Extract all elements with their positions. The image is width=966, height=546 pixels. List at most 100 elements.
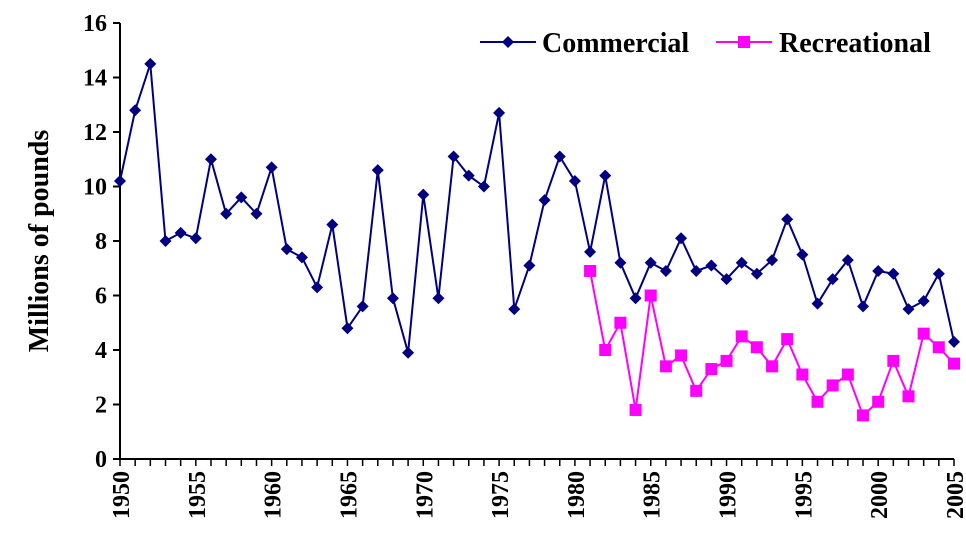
recreational-point — [857, 409, 870, 422]
commercial-point — [750, 267, 763, 280]
commercial-point — [872, 264, 885, 277]
recreational-point — [735, 330, 748, 343]
x-axis-ticks: 1950 1955 1960 1965 1970 1975 1980 1985 1990 1995… — [109, 459, 966, 519]
commercial-point — [508, 303, 521, 316]
commercial-point — [599, 169, 612, 182]
commercial-point — [796, 248, 809, 261]
commercial-point — [189, 232, 202, 245]
x-tick-label: 1960 — [261, 471, 287, 519]
recreational-point — [629, 403, 642, 416]
commercial-point — [781, 213, 794, 226]
commercial-point — [917, 294, 930, 307]
y-tick-label: 6 — [95, 284, 107, 310]
commercial-point — [235, 191, 248, 204]
x-tick-label: 1970 — [412, 471, 438, 519]
commercial-point — [902, 303, 915, 316]
commercial-point — [932, 267, 945, 280]
commercial-point — [386, 292, 399, 305]
commercial-point — [659, 264, 672, 277]
commercial-point — [417, 188, 430, 201]
recreational-point — [766, 360, 779, 373]
x-tick-label: 1955 — [185, 471, 211, 519]
commercial-point — [735, 256, 748, 269]
y-tick-label: 10 — [83, 175, 107, 201]
series-layer — [114, 57, 960, 422]
recreational-point — [948, 357, 960, 370]
commercial-point — [948, 335, 960, 348]
y-tick-label: 2 — [95, 393, 107, 419]
commercial-point — [720, 273, 733, 286]
commercial-point — [690, 264, 703, 277]
recreational-point — [811, 395, 824, 408]
commercial-point — [462, 169, 475, 182]
commercial-point — [675, 232, 688, 245]
legend-commercial-label: Commercial — [542, 28, 689, 59]
recreational-point — [841, 368, 854, 381]
commercial-point — [265, 161, 278, 174]
x-tick-label: 2005 — [943, 471, 966, 519]
x-tick-label: 2000 — [867, 471, 893, 519]
recreational-point — [705, 363, 718, 376]
commercial-point — [584, 245, 597, 258]
recreational-point — [826, 379, 839, 392]
y-tick-label: 8 — [95, 229, 107, 255]
commercial-point — [614, 256, 627, 269]
y-axis-ticks: 0 2 4 6 8 10 12 14 16 — [83, 11, 120, 473]
commercial-point — [447, 150, 460, 163]
commercial-point — [811, 297, 824, 310]
recreational-point — [781, 333, 794, 346]
commercial-point — [356, 300, 369, 313]
commercial-point — [341, 322, 354, 335]
recreational-point — [659, 360, 672, 373]
commercial-point — [220, 207, 233, 220]
commercial-point — [402, 346, 415, 359]
recreational-point — [872, 395, 885, 408]
legend-recreational-label: Recreational — [779, 28, 931, 59]
recreational-point — [720, 354, 733, 367]
legend-recreational-marker — [738, 36, 750, 48]
axes — [119, 23, 954, 460]
commercial-point — [204, 153, 217, 166]
y-axis-title: Millions of pounds — [24, 130, 55, 353]
commercial-point — [568, 175, 581, 188]
y-tick-label: 4 — [95, 338, 107, 364]
recreational-point — [614, 316, 627, 329]
commercial-point — [159, 235, 172, 247]
recreational-point — [675, 349, 688, 362]
commercial-point — [887, 267, 900, 280]
legend: Commercial Recreational — [480, 28, 931, 59]
y-tick-label: 14 — [83, 66, 107, 92]
recreational-point — [796, 368, 809, 381]
recreational-point — [917, 327, 930, 340]
commercial-point — [826, 273, 839, 286]
commercial-point — [295, 251, 308, 264]
x-tick-label: 1985 — [640, 471, 666, 519]
commercial-point — [114, 175, 126, 188]
recreational-point — [750, 341, 763, 354]
recreational-point — [584, 264, 597, 277]
recreational-point — [902, 390, 915, 403]
commercial-point — [371, 164, 384, 177]
commercial-point — [144, 57, 157, 70]
x-tick-label: 1965 — [336, 471, 362, 519]
commercial-point — [629, 292, 642, 305]
commercial-point — [477, 180, 490, 193]
commercial-point — [644, 256, 657, 269]
y-tick-label: 16 — [83, 11, 107, 37]
commercial-point — [553, 150, 566, 163]
commercial-point — [493, 106, 506, 119]
y-tick-label: 12 — [83, 120, 107, 146]
commercial-point — [766, 254, 779, 267]
commercial-point — [250, 207, 263, 220]
commercial-point — [174, 226, 187, 239]
x-tick-label: 1975 — [488, 471, 514, 519]
recreational-point — [887, 354, 900, 367]
commercial-point — [841, 254, 854, 267]
legend-commercial-marker — [502, 36, 514, 48]
recreational-line — [589, 270, 955, 418]
recreational-point — [644, 289, 657, 302]
commercial-point — [129, 104, 142, 117]
recreational-point — [690, 384, 703, 397]
x-tick-label: 1995 — [791, 471, 817, 519]
